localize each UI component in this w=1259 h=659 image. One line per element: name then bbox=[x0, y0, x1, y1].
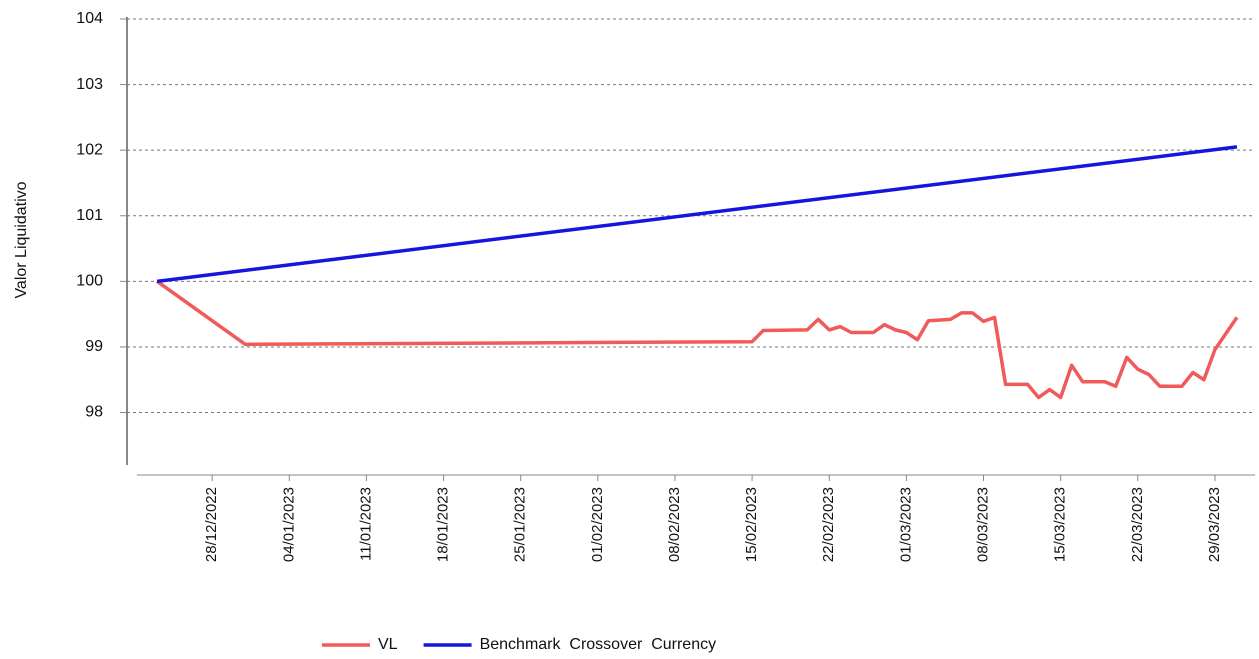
x-tick-label: 04/01/2023 bbox=[280, 487, 297, 562]
line-series bbox=[156, 279, 1239, 400]
y-tick-label: 103 bbox=[76, 76, 103, 93]
y-tick-label: 101 bbox=[76, 207, 103, 224]
x-tick-label: 15/02/2023 bbox=[743, 487, 760, 562]
x-tick-label: 01/02/2023 bbox=[589, 487, 606, 562]
x-tick-label: 08/02/2023 bbox=[666, 487, 683, 562]
x-tick-label: 11/01/2023 bbox=[357, 487, 374, 561]
x-tick-label: 15/03/2023 bbox=[1052, 487, 1069, 562]
x-tick-label: 08/03/2023 bbox=[974, 487, 991, 562]
y-tick-label: 100 bbox=[76, 273, 103, 290]
y-tick-label: 98 bbox=[85, 404, 103, 421]
x-tick-label: 28/12/2022 bbox=[203, 487, 220, 562]
x-tick-label: 29/03/2023 bbox=[1206, 487, 1223, 562]
legend-label: Benchmark Crossover Currency bbox=[480, 636, 717, 653]
line-series bbox=[156, 145, 1238, 284]
x-tick-label: 01/03/2023 bbox=[897, 487, 914, 562]
x-tick-label: 22/02/2023 bbox=[820, 487, 837, 562]
x-tick-label: 22/03/2023 bbox=[1129, 487, 1146, 562]
x-tick-label: 25/01/2023 bbox=[512, 487, 529, 562]
x-tick-label: 18/01/2023 bbox=[435, 487, 452, 562]
y-tick-label: 99 bbox=[85, 338, 103, 355]
y-tick-label: 102 bbox=[76, 141, 103, 158]
legend-label: VL bbox=[378, 636, 398, 653]
y-tick-label: 104 bbox=[76, 10, 103, 27]
y-axis-label: Valor Liquidativo bbox=[13, 181, 30, 298]
